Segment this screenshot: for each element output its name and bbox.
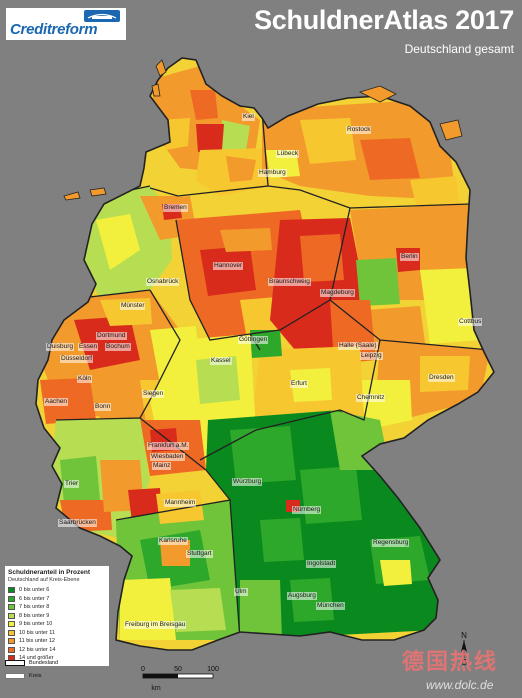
page-title: SchuldnerAtlas 2017 — [254, 5, 514, 35]
legend-label: 11 bis unter 12 — [19, 638, 55, 645]
city-label: Bonn — [94, 403, 112, 411]
scale-tick-100: 100 — [207, 666, 219, 673]
city-label: Karlsruhe — [158, 537, 188, 545]
city-label: Leipzig — [360, 352, 383, 360]
legend-label: 14 und größer — [19, 655, 54, 662]
city-label: Essen — [78, 343, 99, 351]
city-label: Bremen — [163, 204, 188, 212]
legend-label: 9 bis unter 10 — [19, 621, 53, 628]
city-label: Regensburg — [372, 539, 410, 547]
legend-label: 8 bis unter 9 — [19, 612, 50, 619]
state-border-label: Bundesland — [29, 659, 59, 666]
state-border-swatch — [5, 659, 25, 666]
city-label: Nürnberg — [292, 506, 322, 514]
border-legend-state: Bundesland — [5, 656, 65, 669]
creditreform-logo: Creditreform — [6, 8, 126, 40]
legend-row: 8 bis unter 9 — [8, 612, 106, 621]
legend-row: 9 bis unter 10 — [8, 620, 106, 629]
legend-row: 12 bis unter 14 — [8, 646, 106, 655]
city-label: Cottbus — [458, 318, 483, 326]
legend-label: 10 bis unter 11 — [19, 629, 55, 636]
city-label: Köln — [77, 375, 93, 383]
north-arrow-icon: N S — [461, 631, 467, 666]
city-label: Göttingen — [238, 336, 269, 344]
city-label: Berlin — [400, 253, 419, 261]
city-label: Augsburg — [287, 592, 317, 600]
city-label: Saarbrücken — [58, 519, 97, 527]
legend-swatch — [8, 621, 15, 628]
district-border-label: Kreis — [29, 672, 42, 679]
city-label: Halle (Saale) — [338, 342, 378, 350]
compass-south: S — [461, 658, 466, 666]
city-label: Erfurt — [290, 380, 308, 388]
city-label: Düsseldorf — [60, 355, 94, 363]
city-label: Wiesbaden — [150, 453, 185, 461]
legend-label: 6 bis unter 7 — [19, 595, 50, 602]
legend-swatch — [8, 595, 15, 602]
city-label: Siegen — [142, 390, 165, 398]
city-label: Trier — [64, 480, 80, 488]
city-label: Braunschweig — [268, 278, 311, 286]
legend-swatch — [8, 646, 15, 653]
city-label: Mannheim — [164, 499, 197, 507]
city-label: Frankfurt a.M. — [147, 442, 190, 450]
city-label: Osnabrück — [146, 278, 180, 286]
legend-row: 11 bis unter 12 — [8, 637, 106, 646]
city-label: Ingolstadt — [306, 560, 337, 568]
scale-unit: km — [151, 685, 161, 692]
city-label: Chemnitz — [356, 394, 386, 402]
page-subtitle: Deutschland gesamt — [404, 42, 514, 56]
city-label: Hamburg — [258, 169, 287, 177]
legend-swatch — [8, 629, 15, 636]
city-label: Lübeck — [276, 150, 299, 158]
city-label: Duisburg — [46, 343, 75, 351]
scale-tick-50: 50 — [174, 666, 182, 673]
compass-north: N — [461, 631, 467, 640]
legend-label: 12 bis unter 14 — [19, 646, 56, 653]
brand-name: Creditreform — [10, 21, 98, 38]
city-label: Bochum — [105, 343, 131, 351]
city-label: Dresden — [428, 374, 455, 382]
city-label: München — [316, 602, 345, 610]
scale-tick-0: 0 — [141, 666, 145, 673]
district-border-swatch — [5, 672, 25, 679]
city-label: Magdeburg — [320, 289, 355, 297]
legend-row: 6 bis unter 7 — [8, 595, 106, 604]
border-legend: Bundesland Kreis — [5, 656, 65, 682]
legend-swatch — [8, 604, 15, 611]
legend-swatch — [8, 612, 15, 619]
legend-row: 10 bis unter 11 — [8, 629, 106, 638]
legend-swatch — [8, 638, 15, 645]
watermark-url: www.dolc.de — [426, 678, 494, 692]
legend-label: 0 bis unter 6 — [19, 587, 50, 594]
scale-bar-segment — [143, 674, 178, 678]
logo-emblem-icon — [84, 10, 120, 22]
legend-label: 7 bis unter 8 — [19, 604, 50, 611]
city-label: Aachen — [44, 398, 69, 406]
legend-subtitle: Deutschland auf Kreis-Ebene — [8, 577, 80, 583]
legend-title: Schuldneranteil in Prozent — [8, 569, 90, 576]
legend-row: 0 bis unter 6 — [8, 586, 106, 595]
city-label: Freiburg im Breisgau — [124, 621, 187, 629]
city-label: Rostock — [346, 126, 372, 134]
watermark-text: 德国热线 — [402, 649, 499, 674]
border-legend-district: Kreis — [5, 669, 65, 682]
scale-bar: 0 50 100 km — [141, 666, 219, 692]
legend-row: 7 bis unter 8 — [8, 603, 106, 612]
city-label: Kiel — [242, 113, 255, 121]
map-legend: Schuldneranteil in Prozent Deutschland a… — [5, 566, 109, 666]
city-label: Dortmund — [96, 332, 127, 340]
city-label: Stuttgart — [186, 550, 213, 558]
city-label: Mainz — [152, 462, 172, 470]
city-label: Münster — [120, 302, 146, 310]
city-label: Würzburg — [232, 478, 263, 486]
city-label: Hannover — [213, 262, 244, 270]
legend-swatch — [8, 587, 15, 594]
city-label: Kassel — [210, 357, 232, 365]
city-label: Ulm — [234, 588, 248, 596]
